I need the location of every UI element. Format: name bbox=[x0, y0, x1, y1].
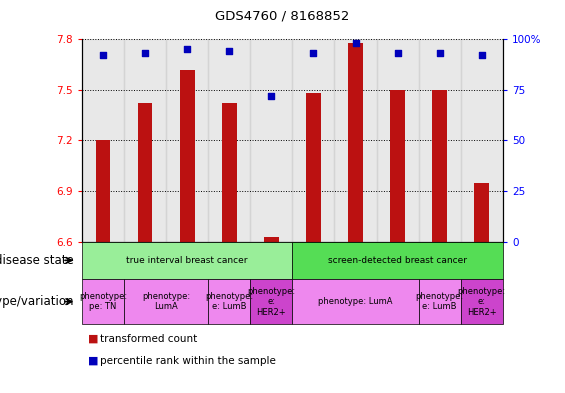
Text: percentile rank within the sample: percentile rank within the sample bbox=[100, 356, 276, 365]
Bar bbox=[293, 39, 334, 242]
Point bbox=[182, 46, 192, 53]
Bar bbox=[461, 39, 503, 242]
Bar bbox=[390, 90, 405, 242]
Bar bbox=[250, 39, 293, 242]
Text: screen-detected breast cancer: screen-detected breast cancer bbox=[328, 256, 467, 265]
Text: phenotype: LumA: phenotype: LumA bbox=[318, 297, 393, 306]
Bar bbox=[180, 70, 194, 242]
Bar bbox=[475, 183, 489, 242]
Text: phenotype:
e:
HER2+: phenotype: e: HER2+ bbox=[247, 287, 295, 316]
Bar bbox=[419, 39, 461, 242]
Text: phenotype:
e: LumB: phenotype: e: LumB bbox=[416, 292, 464, 311]
Bar bbox=[208, 39, 250, 242]
Bar bbox=[264, 237, 279, 242]
Bar bbox=[166, 39, 208, 242]
Point bbox=[477, 52, 486, 59]
Bar bbox=[222, 103, 237, 242]
Text: phenotype:
LumA: phenotype: LumA bbox=[142, 292, 190, 311]
Text: ■: ■ bbox=[88, 334, 98, 344]
Text: GDS4760 / 8168852: GDS4760 / 8168852 bbox=[215, 10, 350, 23]
Point bbox=[351, 40, 360, 46]
Text: phenotype:
e:
HER2+: phenotype: e: HER2+ bbox=[458, 287, 506, 316]
Text: true interval breast cancer: true interval breast cancer bbox=[127, 256, 248, 265]
Bar bbox=[138, 103, 153, 242]
Bar bbox=[348, 43, 363, 242]
Bar bbox=[306, 93, 321, 242]
Point bbox=[225, 48, 234, 55]
Bar bbox=[82, 39, 124, 242]
Text: disease state: disease state bbox=[0, 254, 73, 267]
Point bbox=[267, 93, 276, 99]
Text: phenotype:
pe: TN: phenotype: pe: TN bbox=[79, 292, 127, 311]
Point bbox=[141, 50, 150, 57]
Bar bbox=[432, 90, 447, 242]
Point bbox=[393, 50, 402, 57]
Bar bbox=[95, 140, 110, 242]
Text: genotype/variation: genotype/variation bbox=[0, 295, 73, 308]
Text: transformed count: transformed count bbox=[100, 334, 197, 344]
Bar bbox=[124, 39, 166, 242]
Text: ■: ■ bbox=[88, 356, 98, 365]
Bar bbox=[376, 39, 419, 242]
Point bbox=[98, 52, 107, 59]
Point bbox=[435, 50, 444, 57]
Text: phenotype:
e: LumB: phenotype: e: LumB bbox=[205, 292, 253, 311]
Point bbox=[309, 50, 318, 57]
Bar bbox=[334, 39, 376, 242]
